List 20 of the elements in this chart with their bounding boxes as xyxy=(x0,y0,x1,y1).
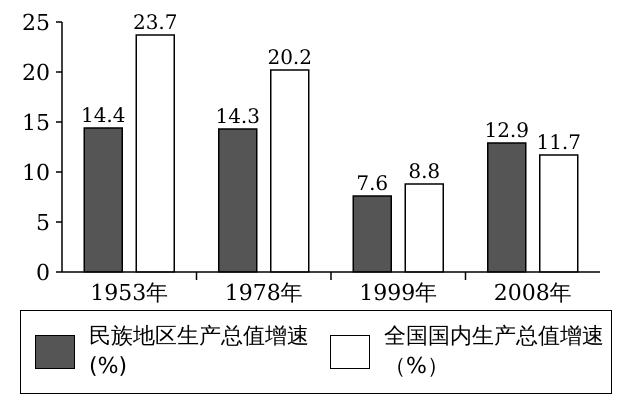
data-label: 11.7 xyxy=(536,130,582,154)
legend-label: 全国国内生产总值增速（%） xyxy=(384,323,605,381)
data-label: 14.4 xyxy=(80,103,126,127)
legend-label: 民族地区生产总值增速(%) xyxy=(89,323,310,381)
y-tick-label: 5 xyxy=(36,211,50,236)
data-label: 20.2 xyxy=(267,45,312,69)
x-tick-label: 1953年 xyxy=(90,281,168,306)
x-tick-label: 2008年 xyxy=(494,281,572,306)
y-tick-label: 20 xyxy=(22,61,50,86)
x-tick-label: 1999年 xyxy=(359,281,438,306)
data-label: 12.9 xyxy=(484,118,530,142)
y-tick-label: 10 xyxy=(22,161,50,186)
y-tick-label: 0 xyxy=(36,261,50,286)
y-tick-label: 25 xyxy=(22,11,50,36)
data-label: 14.3 xyxy=(215,104,260,128)
data-label: 8.8 xyxy=(408,159,440,183)
data-label: 23.7 xyxy=(132,10,178,34)
data-label: 7.6 xyxy=(356,171,388,195)
y-tick-label: 15 xyxy=(22,111,50,136)
x-tick-label: 1978年 xyxy=(224,281,303,306)
